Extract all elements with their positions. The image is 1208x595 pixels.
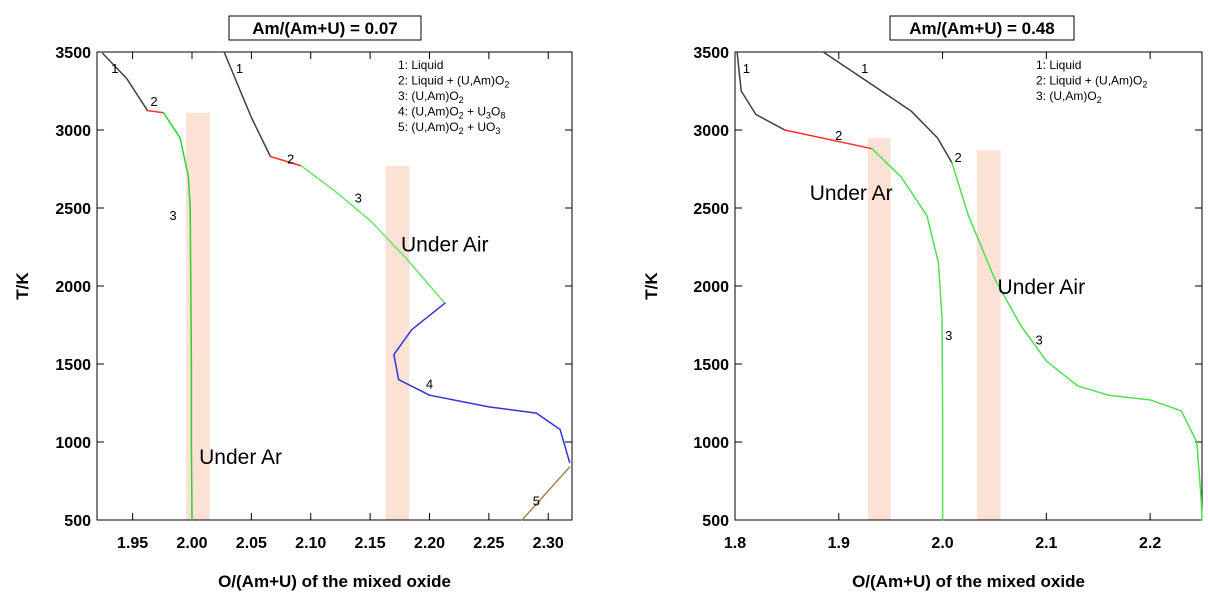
y-tick-label: 3000	[55, 123, 91, 140]
x-tick-label: 2.25	[473, 535, 504, 552]
shaded-bar-1	[976, 150, 1001, 520]
y-tick-label: 500	[64, 513, 91, 530]
annotation-text: Under Air	[401, 234, 489, 257]
left-chart-panel: 500 1000 1500 2000 2500 3000 3500 1.95 2.00 2.05 2…	[13, 15, 573, 591]
x-axis-title: O/(Am+U) of the mixed oxide	[218, 572, 451, 591]
x-tick-label: 2.30	[533, 535, 564, 552]
series-curve-6	[393, 302, 571, 464]
chart-title: Am/(Am+U) = 0.07	[252, 19, 398, 38]
x-tick-label: 2.10	[295, 535, 326, 552]
x-tick-label: 2.0	[931, 535, 953, 552]
y-tick-label: 2500	[55, 201, 91, 218]
curve-label: 1	[111, 61, 118, 76]
y-axis-title: T/K	[13, 272, 32, 300]
x-tick-label: 2.05	[236, 535, 267, 552]
y-axis-title: T/K	[642, 272, 661, 300]
annotation-text: Under Air	[998, 276, 1086, 299]
series-curve-5	[300, 165, 446, 304]
series-curve-4	[951, 162, 1203, 521]
annotation-text: Under Ar	[810, 182, 893, 205]
series-curve-3	[223, 51, 272, 158]
curve-label: 2	[955, 150, 962, 165]
series-curve-0	[102, 52, 148, 111]
y-tick-label: 2000	[693, 279, 729, 296]
series-curve-0	[736, 51, 786, 131]
chart-title-box	[889, 15, 1075, 41]
chart-title: Am/(Am+U) = 0.48	[909, 19, 1055, 38]
shaded-bar-1	[385, 165, 410, 520]
curve-label: 2	[287, 152, 294, 167]
legend-entry: 5: (U,Am)O2 + UO3	[398, 120, 500, 136]
series-curve-7	[521, 466, 571, 521]
legend-entry: 1: Liquid	[1036, 58, 1081, 72]
y-tick-label: 2500	[693, 201, 729, 218]
right-chart-panel: 500 1000 1500 2000 2500 3000 3500 1.8 1.9 2.0 2.1 2…	[642, 15, 1203, 591]
curve-label: 1	[743, 61, 750, 76]
shaded-bar-0	[867, 137, 891, 521]
y-tick-label: 1500	[693, 357, 729, 374]
x-tick-label: 2.15	[355, 535, 386, 552]
legend-entry: 3: (U,Am)O2	[398, 89, 464, 105]
x-tick-label: 2.2	[1139, 535, 1161, 552]
curve-label: 1	[861, 61, 868, 76]
y-tick-label: 3500	[693, 45, 729, 62]
legend-entry: 3: (U,Am)O2	[1036, 89, 1102, 105]
y-tick-label: 1000	[55, 435, 91, 452]
x-tick-label: 2.1	[1035, 535, 1057, 552]
y-tick-label: 1500	[55, 357, 91, 374]
y-tick-label: 3000	[693, 123, 729, 140]
y-tick-label: 3500	[55, 45, 91, 62]
curve-label: 3	[1035, 333, 1042, 348]
curve-label: 3	[355, 191, 362, 206]
curve-label: 3	[169, 208, 176, 223]
curve-label: 2	[150, 94, 157, 109]
plot-frame	[96, 51, 573, 521]
legend-entry: 2: Liquid + (U,Am)O2	[398, 74, 509, 90]
series-curve-2	[871, 147, 944, 521]
legend-entry: 4: (U,Am)O2 + U3O8	[398, 105, 505, 121]
plot-frame	[734, 51, 1203, 521]
annotation-text: Under Ar	[199, 446, 282, 469]
chart-title-box	[228, 15, 422, 41]
legend-entry: 2: Liquid + (U,Am)O2	[1036, 74, 1147, 90]
series-curve-1	[146, 109, 165, 114]
legend-entry: 1: Liquid	[398, 58, 443, 72]
curve-label: 5	[533, 493, 540, 508]
series-curve-1	[784, 129, 873, 150]
y-tick-label: 2000	[55, 279, 91, 296]
y-tick-label: 1000	[693, 435, 729, 452]
x-tick-label: 1.95	[117, 535, 148, 552]
x-tick-label: 1.8	[724, 535, 746, 552]
x-axis-title: O/(Am+U) of the mixed oxide	[852, 572, 1085, 591]
curve-label: 1	[236, 61, 243, 76]
curve-label: 4	[426, 376, 433, 391]
series-curve-3	[822, 51, 953, 164]
curve-label: 2	[835, 128, 842, 143]
curve-label: 3	[945, 328, 952, 343]
x-tick-label: 2.20	[414, 535, 445, 552]
x-tick-label: 2.00	[176, 535, 207, 552]
y-tick-label: 500	[702, 513, 729, 530]
series-curve-4	[269, 155, 303, 167]
series-curve-2	[162, 112, 193, 521]
x-tick-label: 1.9	[828, 535, 850, 552]
